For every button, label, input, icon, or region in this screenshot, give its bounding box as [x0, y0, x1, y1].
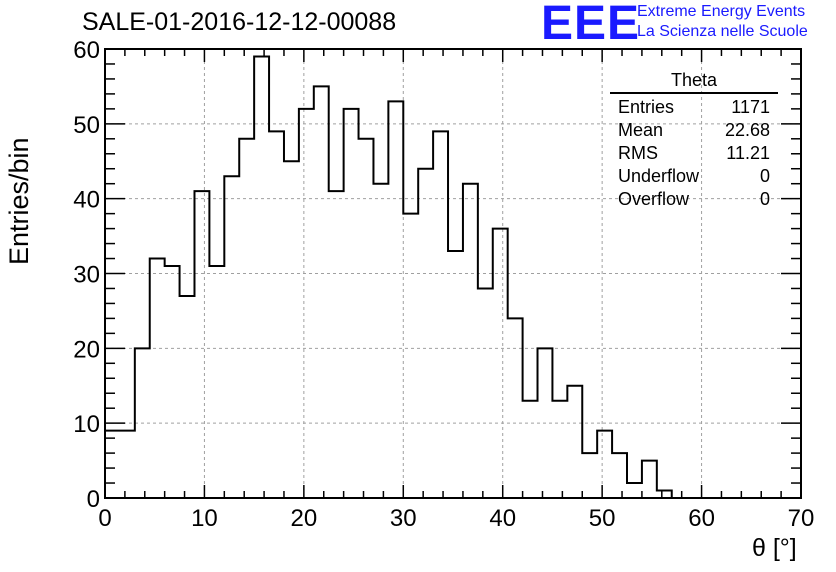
- x-tick-label: 40: [489, 505, 516, 532]
- stats-label: Overflow: [618, 189, 690, 209]
- x-tick-label: 60: [688, 505, 715, 532]
- histogram-bin: [448, 251, 463, 498]
- y-tick-label: 0: [87, 486, 100, 513]
- histogram-bin: [314, 86, 329, 498]
- histogram-bin: [329, 191, 344, 498]
- histogram-bin: [508, 318, 523, 498]
- y-axis-label: Entries/bin: [4, 137, 34, 265]
- histogram-bin: [493, 229, 508, 498]
- histogram-bin: [388, 101, 403, 498]
- y-tick-label: 20: [73, 336, 100, 363]
- x-tick-label: 70: [788, 505, 815, 532]
- histogram-bin: [642, 461, 657, 498]
- histogram-line: [104, 55, 673, 498]
- histogram-bin: [523, 401, 538, 498]
- histogram-bin: [284, 161, 299, 498]
- stats-label: RMS: [618, 143, 658, 163]
- histogram-bin: [194, 191, 209, 498]
- stats-value: 0: [759, 189, 770, 209]
- histogram-bin: [150, 259, 165, 498]
- stats-row: Entries 1171: [610, 96, 778, 119]
- histogram-bin: [224, 176, 239, 498]
- stats-row: RMS 11.21: [610, 142, 778, 165]
- stats-label: Underflow: [618, 166, 700, 186]
- histogram-bin: [478, 288, 493, 498]
- stats-value: 1171: [731, 97, 770, 117]
- x-tick-label: 50: [589, 505, 616, 532]
- histogram-bin: [552, 401, 567, 498]
- stats-value: 0: [759, 166, 770, 186]
- histogram-bin: [165, 266, 180, 498]
- eee-logo: EEE: [541, 0, 641, 50]
- histogram-bin: [582, 453, 597, 498]
- y-tick-label: 10: [73, 411, 100, 438]
- histogram-bin: [418, 169, 433, 498]
- x-tick-label: 0: [98, 505, 111, 532]
- histogram-bin: [463, 184, 478, 498]
- x-axis-label: θ [°]: [752, 534, 797, 562]
- histogram-bin: [433, 131, 448, 498]
- stats-value: 22.68: [724, 120, 770, 140]
- stats-box-title: Theta: [610, 70, 778, 94]
- chart-title: SALE-01-2016-12-12-00088: [82, 8, 397, 36]
- histogram-bin: [344, 109, 359, 498]
- histogram-bin: [269, 131, 284, 498]
- stats-row: Underflow 0: [610, 165, 778, 188]
- histogram-bin: [209, 266, 224, 498]
- histogram-bin: [403, 214, 418, 498]
- histogram-bin: [597, 431, 612, 498]
- histogram-bin: [299, 109, 314, 498]
- stats-row: Overflow 0: [610, 188, 778, 211]
- histogram-bin: [105, 431, 120, 498]
- histogram-bin: [359, 139, 374, 498]
- y-tick-label: 40: [73, 187, 100, 214]
- x-tick-label: 10: [191, 505, 218, 532]
- stats-label: Mean: [618, 120, 664, 140]
- histogram-bin: [180, 296, 195, 498]
- stats-box: Theta Entries 1171 Mean 22.68 RMS 11.21 Und…: [610, 70, 778, 211]
- y-tick-label: 50: [73, 112, 100, 139]
- histogram-bin: [627, 483, 642, 498]
- histogram-bin: [567, 386, 582, 498]
- stats-label: Entries: [618, 97, 675, 117]
- histogram-bin: [373, 184, 388, 498]
- histogram-bin: [120, 431, 135, 498]
- y-tick-label: 30: [73, 262, 100, 289]
- x-tick-label: 30: [390, 505, 417, 532]
- histogram-bin: [657, 491, 672, 498]
- stats-row: Mean 22.68: [610, 119, 778, 142]
- histogram-bin: [254, 56, 269, 498]
- x-tick-label: 20: [291, 505, 318, 532]
- histogram-bin: [612, 453, 627, 498]
- stats-value: 11.21: [726, 143, 770, 163]
- histogram-bin: [239, 139, 254, 498]
- logo-text-line1: Extreme Energy Events: [637, 3, 806, 20]
- logo-text-line2: La Scienza nelle Scuole: [637, 23, 808, 40]
- y-tick-label: 60: [73, 37, 100, 64]
